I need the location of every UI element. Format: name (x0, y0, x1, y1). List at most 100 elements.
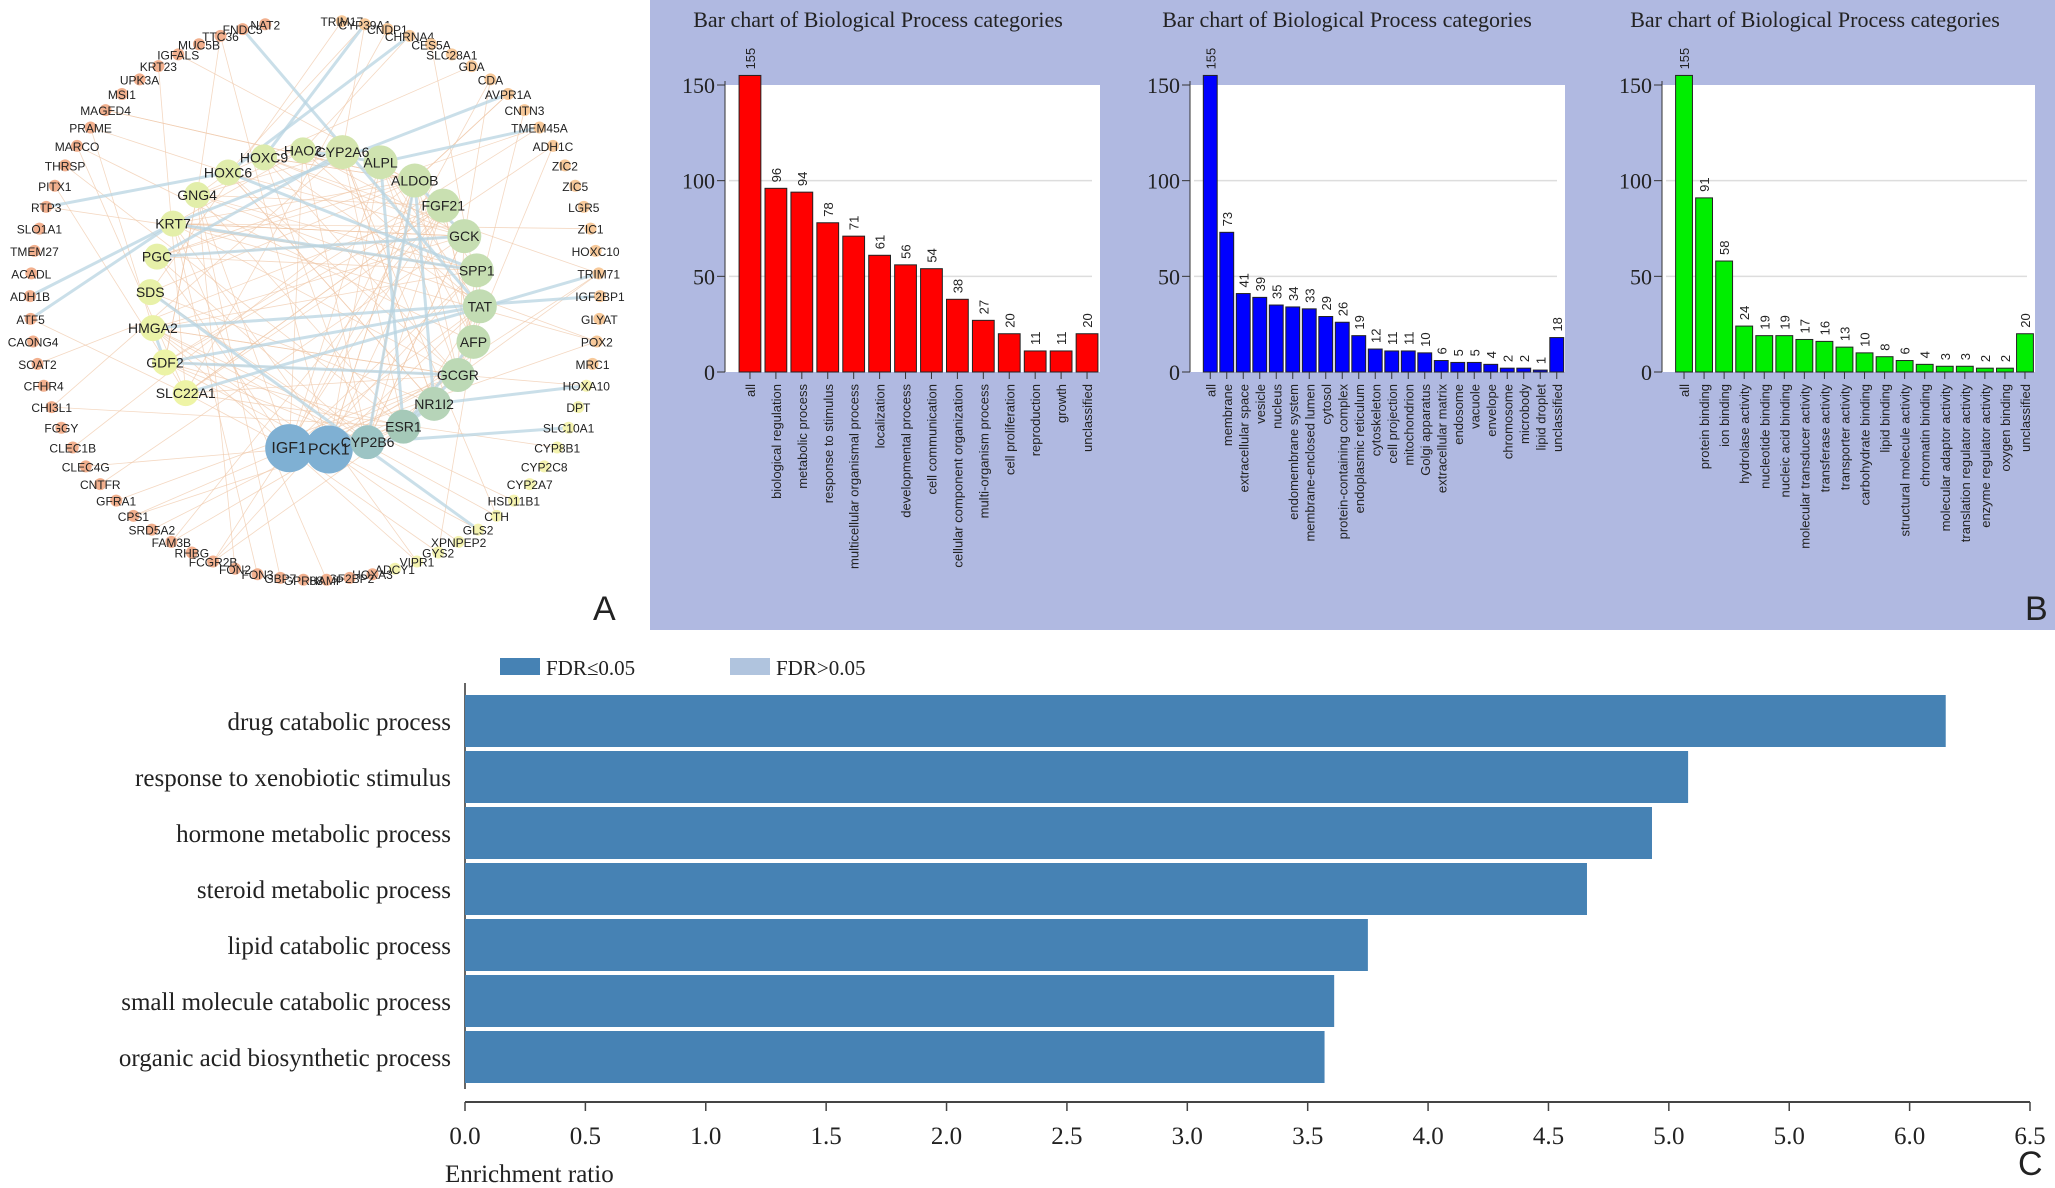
chart-title: Bar chart of Biological Process categori… (1630, 7, 2000, 32)
bar (842, 235, 866, 373)
bar-value-label: 27 (976, 300, 991, 314)
gene-node (71, 139, 84, 152)
x-tick-label: cell communication (924, 384, 939, 495)
x-tick-label: growth (1054, 384, 1069, 423)
bar (1549, 337, 1565, 373)
enrichment-chart: FDR≤0.05 FDR>0.05 drug catabolic process re… (119, 656, 2046, 1188)
bar-value-label: 2 (1500, 355, 1515, 362)
edge (366, 180, 417, 443)
bar (1695, 197, 1714, 373)
x-tick-label: 5.0 (1653, 1123, 1684, 1150)
bar-value-label: 71 (847, 216, 862, 230)
bar-value-label: 18 (1550, 317, 1565, 331)
edge (380, 125, 540, 164)
gene-label: DPT (566, 401, 591, 415)
bar (790, 191, 814, 373)
gene-node (66, 441, 79, 454)
hub-gene-node (386, 409, 421, 444)
gene-node (165, 535, 178, 548)
hub-gene-node (151, 349, 178, 376)
edge (457, 374, 587, 387)
edge (100, 235, 465, 485)
edge (172, 223, 591, 230)
gene-node (586, 357, 599, 370)
hub-gene-label: CYP2A6 (316, 144, 370, 160)
bar-value-label: 58 (1717, 241, 1732, 255)
bar-value-label: 3 (1938, 353, 1953, 360)
bar-value-label: 5 (1451, 349, 1466, 356)
enrichment-bar (465, 1031, 1325, 1083)
bar-value-label: 2 (1517, 355, 1532, 362)
category-label: drug catabolic process (227, 709, 451, 736)
hub-gene-node (289, 137, 316, 164)
edge (414, 180, 459, 376)
enrichment-bar (465, 751, 1689, 803)
category-label: small molecule catabolic process (121, 989, 451, 1016)
edge (172, 223, 418, 562)
gene-label: FCGR2B (189, 555, 238, 569)
hub-gene-label: HMGA2 (128, 320, 178, 336)
gene-label: ZIC5 (562, 180, 588, 194)
gene-node (558, 159, 571, 172)
gene-node (584, 222, 597, 235)
edge (442, 205, 474, 342)
bar-value-label: 29 (1319, 296, 1334, 310)
x-tick-label: nucleus (1269, 384, 1284, 429)
gene-node (546, 139, 559, 152)
y-tick-label: 100 (1619, 169, 1652, 194)
hub-gene-label: GDF2 (146, 354, 184, 370)
hub-gene-node (144, 243, 171, 270)
edge (152, 327, 514, 501)
hub-gene-node (184, 182, 211, 209)
bar-value-label: 3 (1958, 353, 1973, 360)
go-bar-charts-panel: Bar chart of Biological Process categori… (650, 0, 2055, 630)
gene-label: PRAME (69, 121, 112, 135)
bar (1384, 350, 1400, 373)
x-tick-label: 0.0 (449, 1123, 480, 1150)
hub-gene-node (447, 219, 482, 254)
gene-label: CYP2A7 (507, 478, 553, 492)
gene-node (445, 48, 458, 61)
gene-label: FON3 (241, 568, 273, 582)
enrichment-panel: FDR≤0.05 FDR>0.05 drug catabolic process re… (0, 630, 2055, 1188)
bar-chart-1: Bar chart of Biological Process categori… (682, 7, 1100, 569)
gene-node (145, 523, 158, 536)
gene-label: MRC1 (575, 358, 609, 372)
bar-value-label: 38 (950, 279, 965, 293)
bar-value-label: 11 (1054, 331, 1069, 345)
gene-node (48, 179, 61, 192)
gene-label: ADCY1 (375, 563, 415, 577)
gene-node (37, 379, 50, 392)
gene-node (590, 335, 603, 348)
x-tick-label: cytosol (1319, 384, 1334, 425)
x-tick-label: 1.0 (690, 1123, 721, 1150)
gene-label: MUC5B (178, 38, 220, 52)
gene-label: HAMP (309, 574, 344, 588)
bar-value-label: 12 (1368, 329, 1383, 343)
bar-value-label: 10 (1858, 332, 1873, 346)
bar-value-label: 4 (1918, 351, 1933, 358)
gene-node (99, 104, 112, 117)
x-tick-label: enzyme regulator activity (1978, 384, 1993, 528)
x-tick-label: all (743, 384, 758, 397)
x-tick-label: 3.5 (1292, 1123, 1323, 1150)
edge (172, 223, 258, 575)
hub-gene-label: PGC (142, 249, 172, 265)
gene-label: ADH1B (10, 290, 50, 304)
gene-label: ZIC1 (578, 223, 604, 237)
bar-value-label: 94 (795, 172, 810, 186)
x-tick-label: lipid droplet (1533, 384, 1548, 451)
bar (1835, 346, 1854, 373)
gene-label: VIPR1 (400, 555, 435, 569)
gene-label: CYP2C8 (521, 460, 568, 474)
bar (1675, 74, 1693, 373)
gene-label: SLO1A1 (17, 223, 63, 237)
edge (37, 205, 444, 365)
gene-label: CDA (478, 73, 503, 87)
x-tick-label: microbody (1517, 384, 1532, 444)
bar-value-label: 20 (2018, 313, 2033, 327)
category-label: organic acid biosynthetic process (119, 1045, 451, 1072)
bar (946, 298, 969, 373)
gene-label: CTH (484, 510, 509, 524)
edge (302, 35, 410, 151)
